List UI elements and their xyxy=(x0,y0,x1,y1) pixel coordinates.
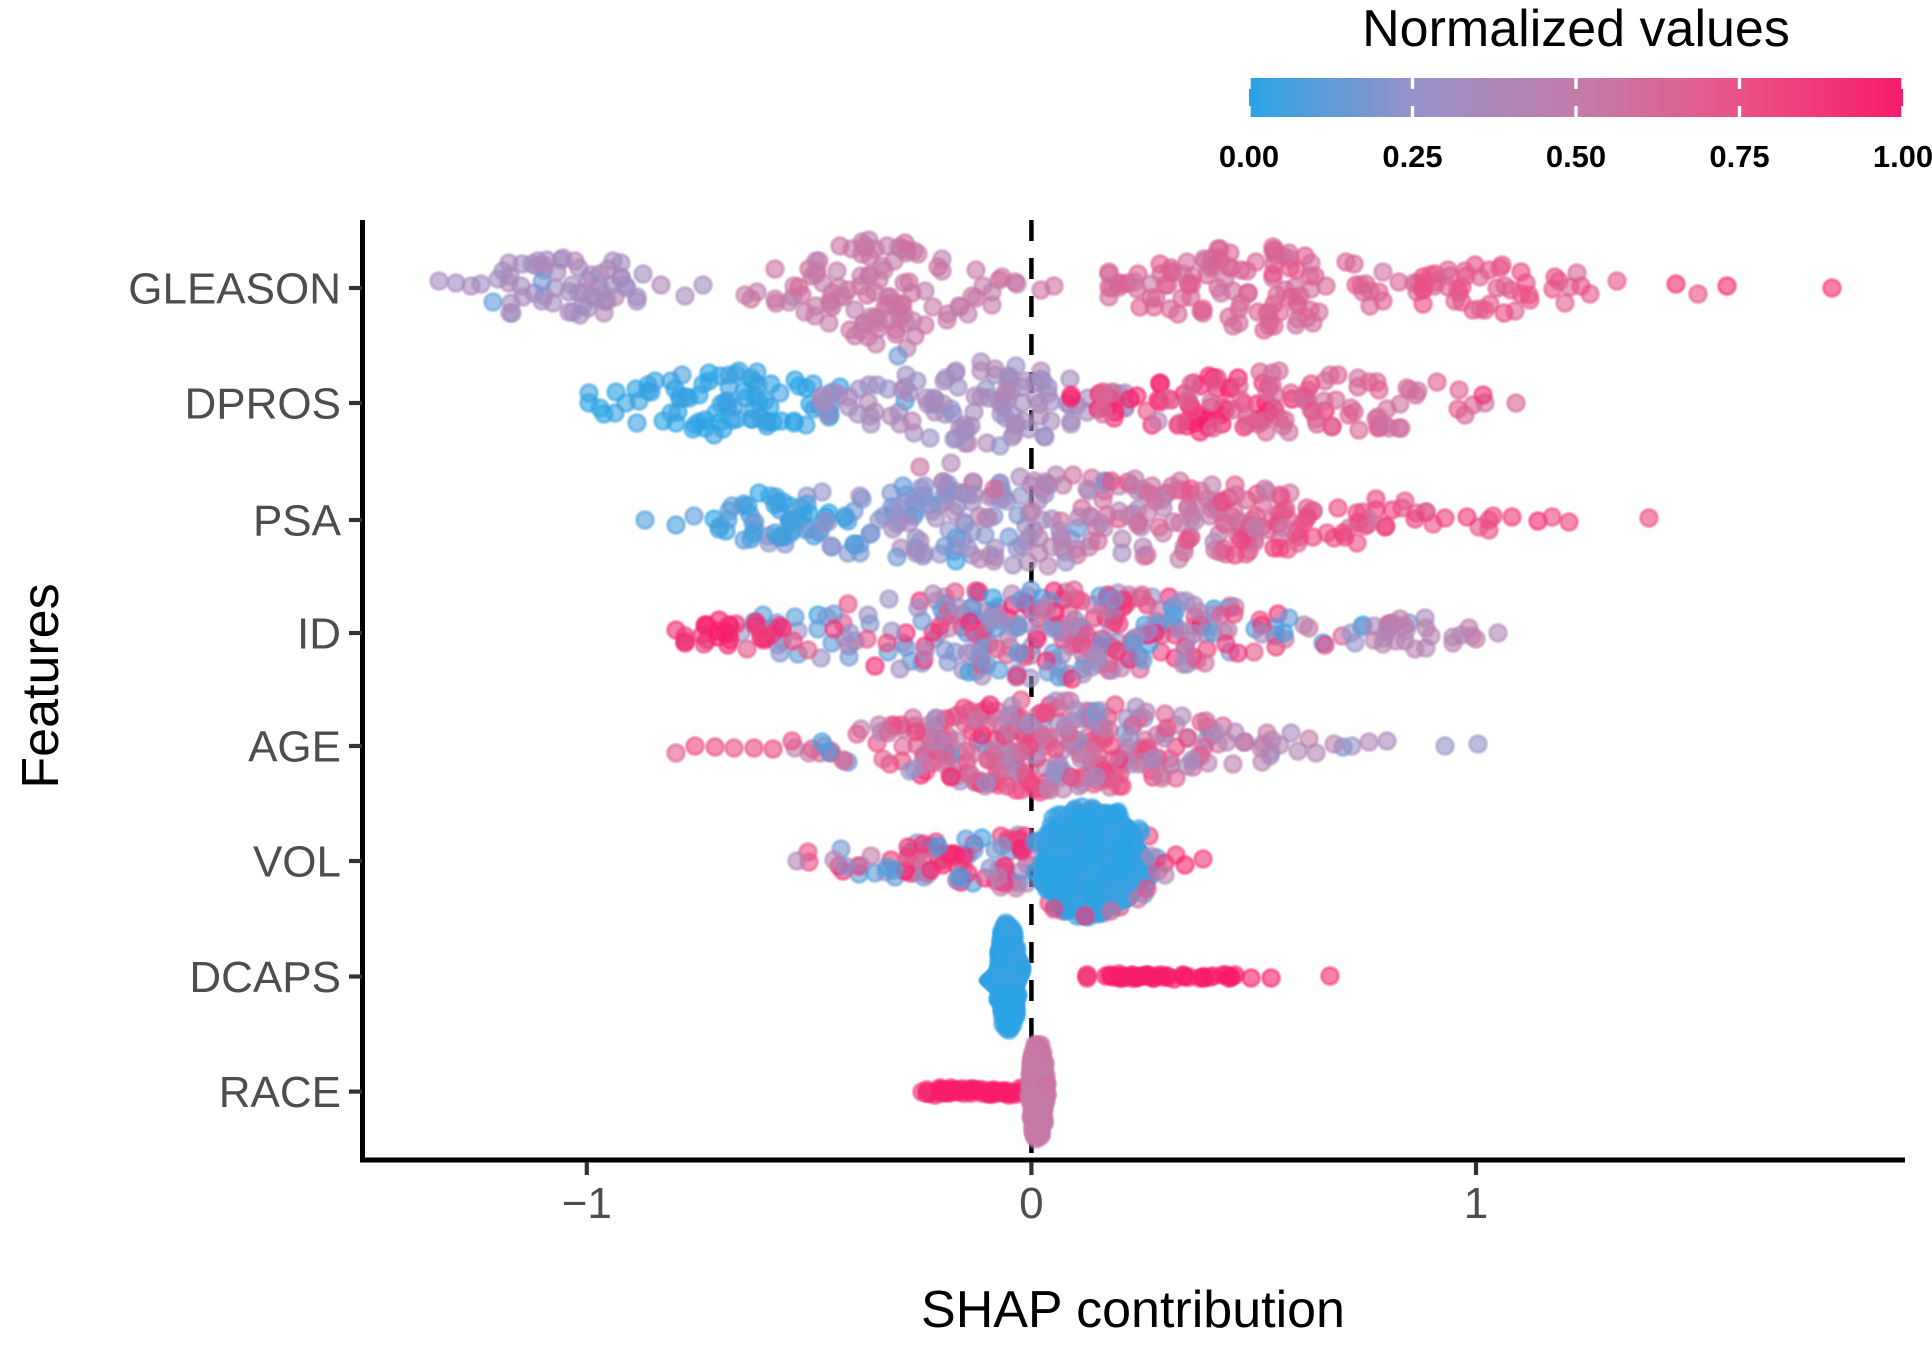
svg-text:1.00: 1.00 xyxy=(1873,139,1932,174)
svg-text:0.25: 0.25 xyxy=(1382,139,1442,174)
svg-text:0: 0 xyxy=(1019,1179,1043,1228)
svg-text:VOL: VOL xyxy=(253,838,341,887)
svg-text:DCAPS: DCAPS xyxy=(189,953,341,1002)
svg-text:Normalized values: Normalized values xyxy=(1362,0,1790,58)
svg-text:Features: Features xyxy=(12,583,70,788)
svg-text:RACE: RACE xyxy=(219,1068,341,1117)
svg-text:1: 1 xyxy=(1464,1179,1488,1228)
svg-text:DPROS: DPROS xyxy=(185,380,341,429)
svg-text:0.00: 0.00 xyxy=(1219,139,1279,174)
svg-text:−1: −1 xyxy=(562,1179,612,1228)
svg-text:ID: ID xyxy=(297,610,341,659)
svg-text:SHAP contribution: SHAP contribution xyxy=(921,1281,1345,1339)
svg-text:0.50: 0.50 xyxy=(1546,139,1606,174)
svg-text:0.75: 0.75 xyxy=(1709,139,1769,174)
svg-text:PSA: PSA xyxy=(253,497,342,546)
svg-text:AGE: AGE xyxy=(248,723,341,772)
svg-text:GLEASON: GLEASON xyxy=(128,265,341,314)
